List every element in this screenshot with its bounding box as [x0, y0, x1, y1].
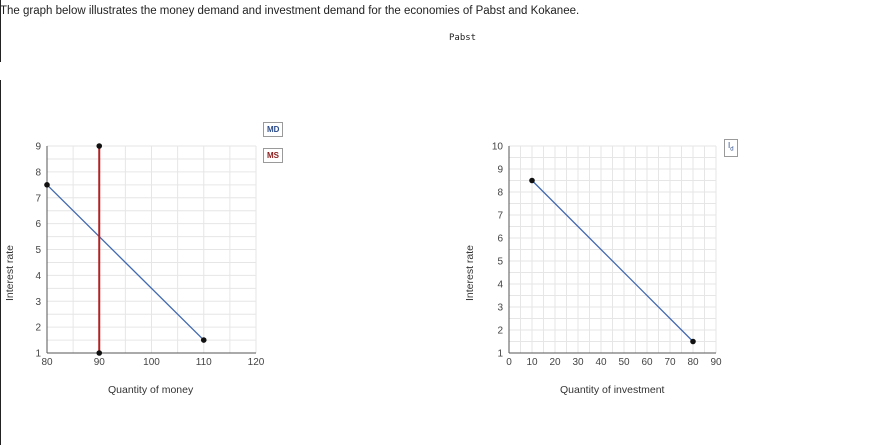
- investment-x-tick-label: 0: [506, 357, 512, 368]
- money-md-point: [200, 337, 207, 343]
- investment-y-tick-label: 1: [497, 349, 503, 360]
- investment-x-tick-label: 10: [526, 357, 538, 368]
- investment-y-tick-label: 8: [497, 188, 503, 199]
- money-ms-point: [96, 143, 103, 149]
- investment-y-tick-label: 4: [497, 280, 503, 291]
- money-x-tick-label: 100: [143, 357, 160, 368]
- investment-i-d-point: [690, 338, 696, 345]
- money-x-tick-label: 120: [248, 357, 265, 368]
- investment-y-tick-label: 7: [497, 211, 503, 222]
- investment-y-tick-label: 9: [497, 165, 503, 176]
- money-y-tick-label: 3: [35, 297, 41, 308]
- money-y-tick-label: 6: [35, 219, 41, 230]
- investment-y-tick-label: 5: [497, 257, 503, 268]
- economy-title: Pabst: [449, 33, 477, 43]
- investment-i-d-line: [531, 180, 694, 342]
- investment-x-tick-label: 50: [618, 357, 630, 368]
- investment-y-tick-label: 6: [497, 234, 503, 245]
- investment-x-tick-label: 20: [549, 357, 561, 368]
- left-border-lower: [0, 80, 1, 445]
- investment-y-tick-label: 10: [492, 142, 504, 153]
- money-ms-point: [96, 350, 103, 356]
- investment-x-tick-label: 60: [641, 357, 653, 368]
- investment-x-tick-label: 30: [572, 357, 584, 368]
- question-text: The graph below illustrates the money de…: [0, 5, 580, 17]
- money-y-tick-label: 9: [35, 142, 41, 153]
- legend-ms-button[interactable]: MS: [263, 148, 283, 163]
- investment-y-tick-label: 2: [497, 326, 503, 337]
- money-x-tick-label: 80: [41, 357, 53, 368]
- money-x-tick-label: 110: [196, 357, 212, 368]
- money-y-tick-label: 5: [35, 245, 41, 256]
- money-y-tick-label: 7: [35, 193, 41, 204]
- investment-x-tick-label: 80: [687, 357, 699, 368]
- legend-id-button[interactable]: Id: [724, 139, 738, 157]
- money-y-tick-label: 4: [35, 271, 41, 282]
- money-y-tick-label: 2: [35, 323, 41, 334]
- money-x-tick-label: 90: [94, 357, 106, 368]
- investment-y-tick-label: 3: [497, 303, 503, 314]
- investment-x-tick-label: 70: [664, 357, 676, 368]
- money-y-tick-label: 1: [35, 349, 41, 360]
- left-border: [0, 0, 1, 62]
- investment-chart-xlabel: Quantity of investment: [560, 384, 665, 396]
- investment-x-tick-label: 40: [595, 357, 607, 368]
- investment-x-tick-label: 90: [710, 357, 722, 368]
- money-y-tick-label: 8: [35, 167, 41, 178]
- money-chart-xlabel: Quantity of money: [108, 384, 194, 396]
- legend-md-button[interactable]: MD: [263, 122, 284, 137]
- investment-i-d-point: [529, 177, 535, 184]
- money-md-point: [44, 182, 50, 188]
- money-md-line: [46, 184, 205, 341]
